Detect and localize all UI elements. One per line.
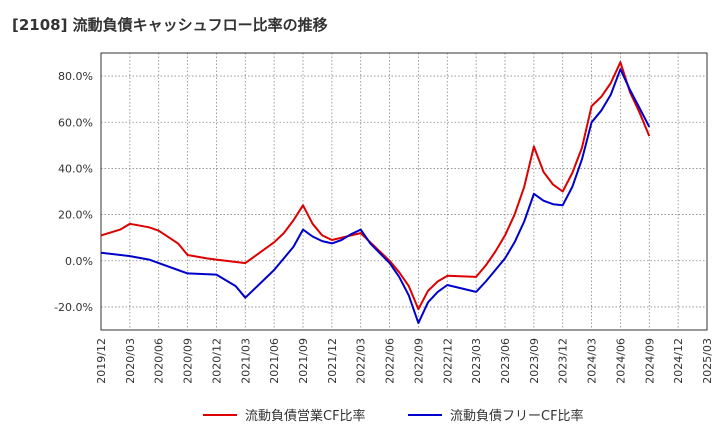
x-tick-label: 2023/09 <box>528 338 541 384</box>
x-tick-label: 2022/06 <box>384 338 397 384</box>
y-tick-label: 40.0% <box>58 162 93 175</box>
x-tick-label: 2023/12 <box>557 338 570 384</box>
x-tick-label: 2024/06 <box>614 338 627 384</box>
y-tick-label: -20.0% <box>54 301 93 314</box>
x-tick-label: 2024/03 <box>586 338 599 384</box>
x-tick-label: 2025/03 <box>701 338 714 384</box>
x-tick-label: 2021/06 <box>268 338 281 384</box>
legend-label-2: 流動負債フリーCF比率 <box>450 408 584 424</box>
chart-title: [2108] 流動負債キャッシュフロー比率の推移 <box>12 16 328 34</box>
y-tick-label: 80.0% <box>58 70 93 83</box>
x-tick-label: 2022/12 <box>441 338 454 384</box>
x-tick-label: 2022/09 <box>412 338 425 384</box>
x-tick-label: 2024/12 <box>672 338 685 384</box>
x-tick-label: 2021/12 <box>326 338 339 384</box>
plot-frame <box>100 52 708 331</box>
x-tick-label: 2021/03 <box>239 338 252 384</box>
legend-label-1: 流動負債営業CF比率 <box>245 408 366 424</box>
x-tick-label: 2020/03 <box>124 338 137 384</box>
x-tick-label: 2021/09 <box>297 338 310 384</box>
y-tick-label: 60.0% <box>58 116 93 129</box>
y-tick-label: 0.0% <box>65 255 93 268</box>
series-line-1 <box>100 61 651 311</box>
x-tick-label: 2024/09 <box>643 338 656 384</box>
series-line-2 <box>100 68 651 325</box>
y-tick-label: 20.0% <box>58 209 93 222</box>
x-tick-label: 2020/09 <box>182 338 195 384</box>
x-tick-label: 2020/12 <box>210 338 223 384</box>
x-tick-label: 2020/06 <box>153 338 166 384</box>
x-tick-label: 2023/03 <box>470 338 483 384</box>
x-tick-label: 2022/03 <box>355 338 368 384</box>
x-tick-label: 2023/06 <box>499 338 512 384</box>
x-tick-label: 2019/12 <box>95 338 108 384</box>
